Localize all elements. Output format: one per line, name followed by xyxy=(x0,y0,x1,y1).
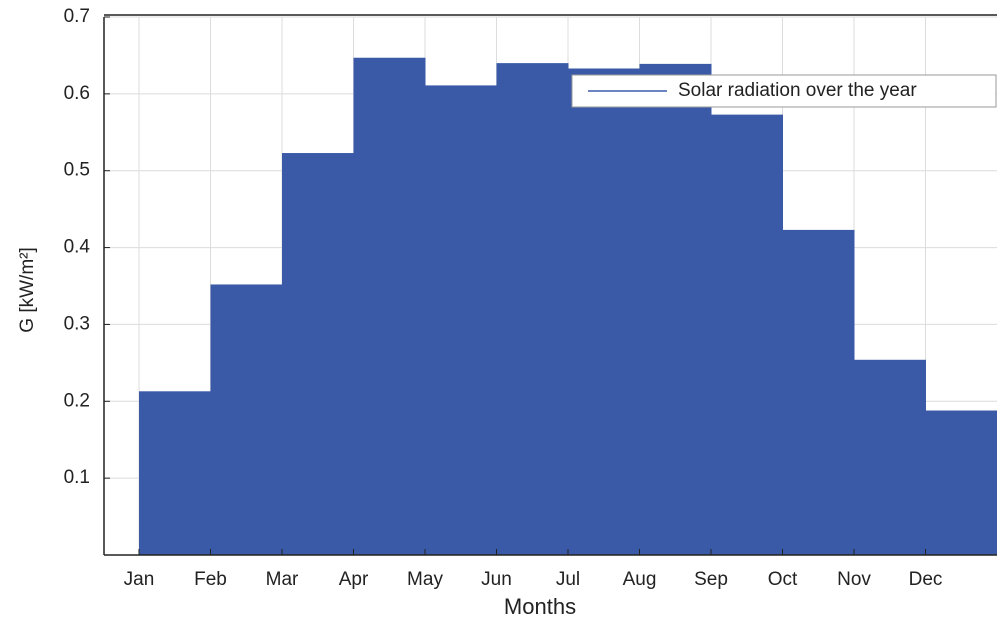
step-bar xyxy=(139,391,211,555)
x-tick-label: Jun xyxy=(481,569,512,590)
y-axis-label: G [kW/m²] xyxy=(17,247,38,332)
x-tick-label: Mar xyxy=(266,569,299,590)
legend-box xyxy=(571,74,997,108)
x-tick-label: Aug xyxy=(623,569,657,590)
step-bar xyxy=(496,63,569,555)
x-tick-label: Dec xyxy=(909,569,943,590)
y-tick-label: 0.1 xyxy=(64,467,90,488)
x-axis-label: Months xyxy=(504,594,576,619)
step-bar xyxy=(711,114,783,555)
step-bar xyxy=(782,229,855,555)
x-tick-label: Sep xyxy=(694,569,728,590)
step-bar xyxy=(854,359,926,555)
step-bar xyxy=(282,153,354,555)
y-tick-label: 0.6 xyxy=(64,83,90,104)
step-bar xyxy=(639,63,712,555)
legend-label: Solar radiation over the year xyxy=(678,80,917,101)
step-bar xyxy=(425,85,497,555)
x-tick-label: Jul xyxy=(556,569,580,590)
y-tick-label: 0.7 xyxy=(64,6,90,27)
y-tick-label: 0.3 xyxy=(64,313,90,334)
x-tick-label: Oct xyxy=(768,569,798,590)
x-tick-label: May xyxy=(407,569,443,590)
step-bar xyxy=(353,57,426,556)
x-tick-label: Jan xyxy=(124,569,155,590)
y-tick-label: 0.5 xyxy=(64,160,90,181)
step-bar xyxy=(925,410,997,555)
step-bar xyxy=(210,284,283,555)
step-bar xyxy=(568,68,640,555)
x-tick-label: Feb xyxy=(194,569,227,590)
x-tick-label: Nov xyxy=(837,569,871,590)
x-tick-label: Apr xyxy=(339,569,369,590)
y-tick-label: 0.4 xyxy=(64,237,91,258)
y-tick-label: 0.2 xyxy=(64,390,90,411)
